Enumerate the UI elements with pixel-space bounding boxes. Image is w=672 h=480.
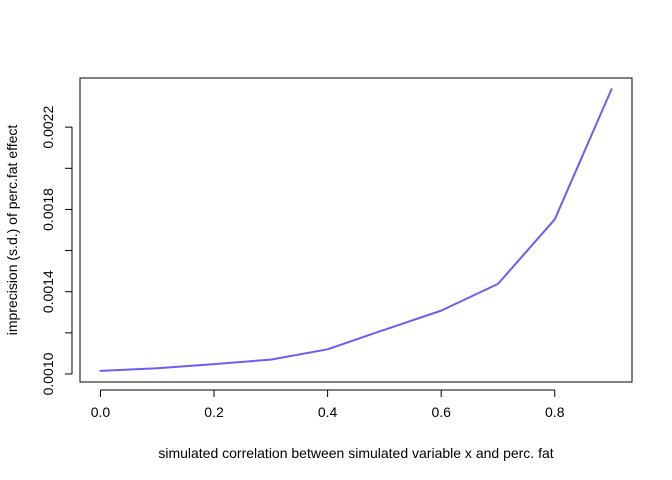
series-line — [99, 88, 613, 372]
x-axis: 0.0 0.2 0.4 0.6 0.8 — [91, 389, 565, 420]
y-tick-label: 0.0022 — [40, 106, 56, 149]
y-axis-title: imprecision (s.d.) of perc.fat effect — [4, 125, 20, 336]
x-tick-label: 0.0 — [91, 404, 111, 420]
x-tick-label: 0.8 — [545, 404, 565, 420]
x-tick-label: 0.6 — [431, 404, 451, 420]
y-tick-label: 0.0014 — [40, 270, 56, 313]
plot-frame — [79, 77, 633, 383]
x-tick-label: 0.2 — [204, 404, 224, 420]
x-tick-label: 0.4 — [318, 404, 338, 420]
y-tick-label: 0.0010 — [40, 352, 56, 395]
y-tick-label: 0.0018 — [40, 188, 56, 231]
x-axis-title: simulated correlation between simulated … — [158, 445, 553, 461]
y-axis: 0.0010 0.0014 0.0018 0.0022 — [40, 106, 73, 395]
series-layer — [99, 88, 613, 372]
